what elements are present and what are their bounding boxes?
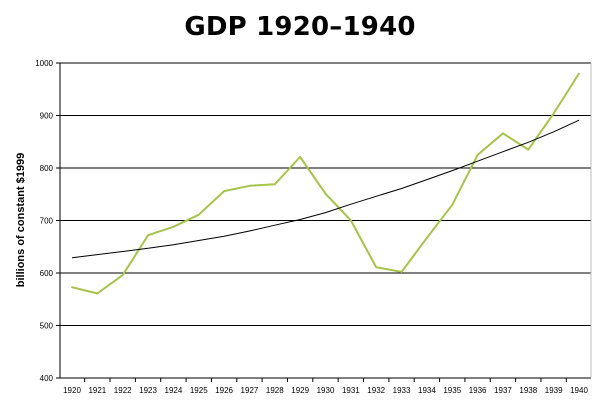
y-tick-label-800: 800: [40, 164, 54, 173]
x-tick-label-1938: 1938: [519, 386, 537, 395]
y-tick-label-600: 600: [40, 269, 54, 278]
x-tick-label-1934: 1934: [418, 386, 436, 395]
x-tick-label-1922: 1922: [114, 386, 132, 395]
x-tick-label-1923: 1923: [139, 386, 157, 395]
x-tick-label-1926: 1926: [215, 386, 233, 395]
x-tick-label-1939: 1939: [545, 386, 563, 395]
y-axis-title: billions of constant $1999: [15, 153, 27, 287]
gdp-point-1925: [197, 213, 200, 216]
y-tick-label-1000: 1000: [35, 59, 53, 68]
x-tick-label-1936: 1936: [469, 386, 487, 395]
y-tick-label-500: 500: [40, 322, 54, 331]
x-tick-label-1921: 1921: [88, 386, 106, 395]
gdp-point-1936: [476, 153, 479, 156]
gdp-series-line: [71, 72, 580, 295]
gdp-point-1939: [552, 112, 555, 115]
chart-title: GDP 1920–1940: [184, 12, 416, 42]
gdp-point-1920: [71, 286, 73, 289]
y-tick-labels: 400 500 600 700 800 900 1000: [35, 59, 60, 383]
series-lines: [71, 72, 580, 295]
gdp-point-1934: [426, 236, 428, 239]
x-tick-label-1937: 1937: [494, 386, 512, 395]
gdp-point-1935: [451, 203, 454, 206]
x-tick-label-1929: 1929: [291, 386, 309, 395]
grid-lines: [60, 62, 591, 326]
x-tick-label-1920: 1920: [63, 386, 81, 395]
gdp-point-1932: [375, 266, 378, 269]
x-tick-label-1924: 1924: [165, 386, 183, 395]
gdp-point-1931: [349, 219, 352, 222]
y-tick-label-400: 400: [40, 374, 54, 383]
gdp-point-1933: [400, 271, 403, 273]
y-tick-label-700: 700: [40, 217, 54, 226]
gdp-point-1923: [147, 234, 149, 237]
gdp-point-1940: [578, 72, 580, 75]
gdp-point-1927: [248, 184, 251, 187]
gdp-point-1937: [502, 132, 504, 135]
gdp-point-1922: [121, 274, 124, 276]
x-tick-label-1933: 1933: [393, 386, 411, 395]
x-tick-label-1927: 1927: [241, 386, 259, 395]
gdp-point-1926: [223, 190, 226, 193]
y-tick-label-900: 900: [40, 112, 54, 121]
x-tick-label-1925: 1925: [190, 386, 208, 395]
gdp-point-1924: [172, 225, 175, 228]
gdp-point-1928: [273, 183, 276, 186]
gdp-point-1921: [96, 292, 99, 295]
x-tick-label-1935: 1935: [443, 386, 461, 395]
x-tick-label-1940: 1940: [570, 386, 588, 395]
x-tick-label-1930: 1930: [317, 386, 335, 395]
gdp-point-1930: [324, 192, 327, 195]
gdp-point-1938: [527, 148, 530, 151]
x-tick-label-1928: 1928: [266, 386, 284, 395]
x-tick-labels: 1920 1921 1922 1923 1924 1925 1926 1927 1928 1929…: [63, 378, 588, 395]
x-tick-label-1931: 1931: [342, 386, 360, 395]
x-tick-label-1932: 1932: [367, 386, 385, 395]
gdp-point-1929: [299, 156, 302, 158]
trend-line: [71, 119, 580, 259]
